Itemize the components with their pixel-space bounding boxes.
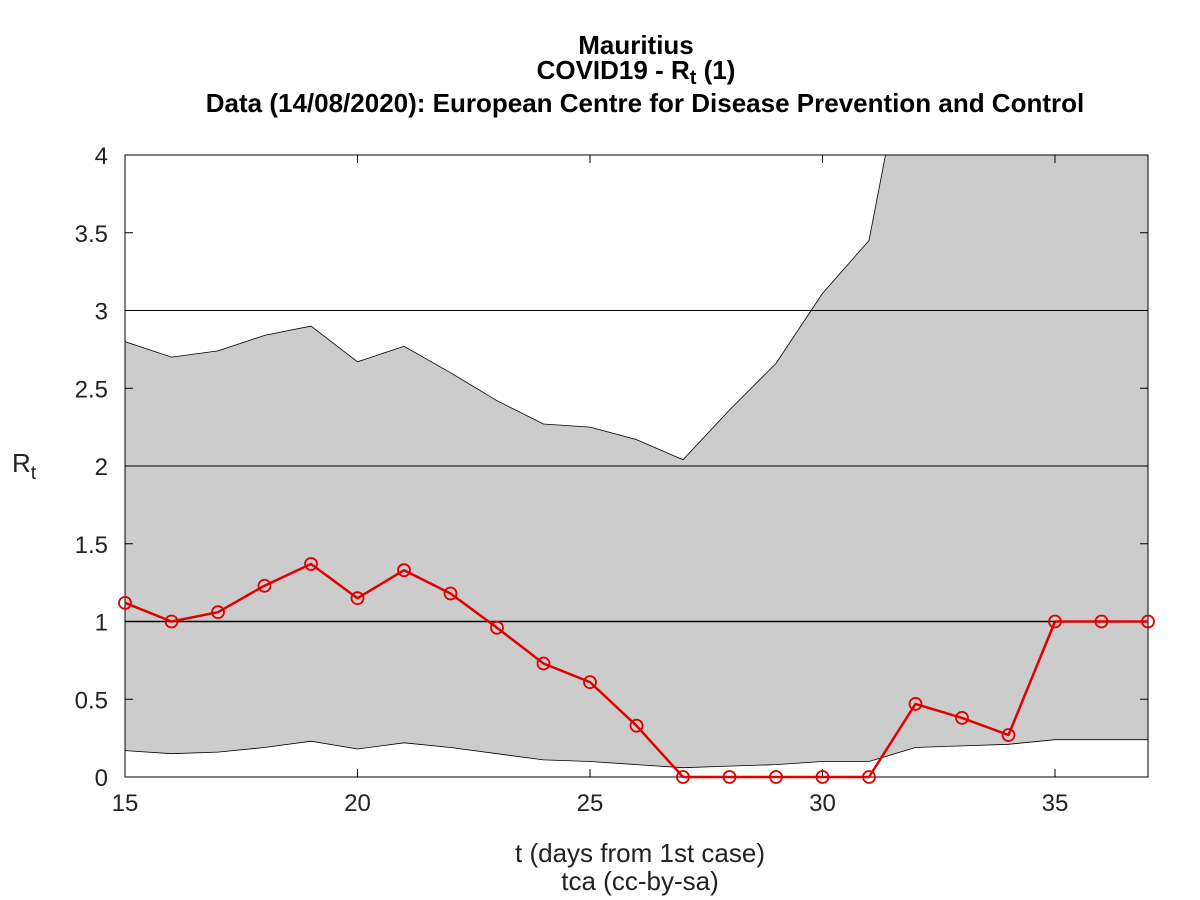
- rt-data-point: [583, 675, 597, 690]
- rt-data-point: [211, 605, 225, 620]
- y-tick-label: 1.5: [75, 532, 108, 559]
- subtitle-suffix: (1): [696, 55, 736, 85]
- rt-data-point: [862, 770, 876, 784]
- y-tick-label: 0.5: [75, 687, 108, 714]
- y-axis-label-subscript: t: [30, 463, 37, 484]
- y-axis-label-main: R: [12, 448, 31, 478]
- rt-data-point: [490, 620, 504, 635]
- y-tick-label: 3: [95, 299, 108, 326]
- y-tick-label: 0: [95, 765, 108, 792]
- rt-data-point: [1048, 614, 1062, 629]
- rt-data-point: [350, 591, 365, 606]
- y-tick-label: 3.5: [75, 221, 108, 248]
- rt-data-point: [257, 578, 272, 593]
- x-tick-label: 25: [577, 790, 604, 817]
- footer-credit: tca (cc-by-sa): [561, 866, 719, 896]
- rt-data-point: [397, 563, 411, 578]
- band-upper-edge: [125, 155, 886, 461]
- rt-data-point: [443, 586, 458, 601]
- y-tick-label: 4: [95, 143, 108, 170]
- band-lower-edge: [125, 739, 1148, 769]
- rt-data-point: [722, 770, 737, 784]
- rt-data-point: [908, 697, 923, 711]
- x-tick-label: 35: [1042, 790, 1069, 817]
- rt-data-point: [164, 614, 179, 629]
- y-tick-label: 2.5: [75, 376, 108, 403]
- rt-data-point: [769, 770, 783, 784]
- rt-data-point: [1001, 728, 1016, 742]
- rt-data-point: [676, 770, 690, 784]
- subtitle-prefix: COVID19 - R: [536, 55, 690, 85]
- subtitle-subscript: t: [689, 67, 697, 89]
- rt-data-point: [629, 718, 644, 733]
- rt-data-point: [1094, 614, 1109, 629]
- rt-data-point: [118, 595, 132, 610]
- rt-series-line: [124, 562, 1148, 779]
- y-tick-label: 1: [95, 610, 108, 637]
- rt-data-point: [955, 711, 969, 725]
- y-axis-label: Rt: [12, 448, 36, 485]
- x-tick-label: 15: [112, 790, 139, 817]
- x-tick-label: 30: [809, 790, 836, 817]
- rt-data-point: [1141, 614, 1155, 629]
- x-axis-label: t (days from 1st case): [515, 838, 765, 868]
- chart-subtitle: COVID19 - Rt (1): [36, 57, 1200, 88]
- rt-data-point: [304, 557, 318, 571]
- confidence-band: [125, 155, 1148, 768]
- chart-title: Mauritius: [578, 30, 694, 60]
- rt-data-point: [815, 770, 830, 784]
- chart-source: Data (14/08/2020): European Centre for D…: [205, 88, 1085, 118]
- y-tick-label: 2: [95, 454, 108, 481]
- rt-data-point: [536, 656, 551, 671]
- x-tick-label: 20: [344, 790, 371, 817]
